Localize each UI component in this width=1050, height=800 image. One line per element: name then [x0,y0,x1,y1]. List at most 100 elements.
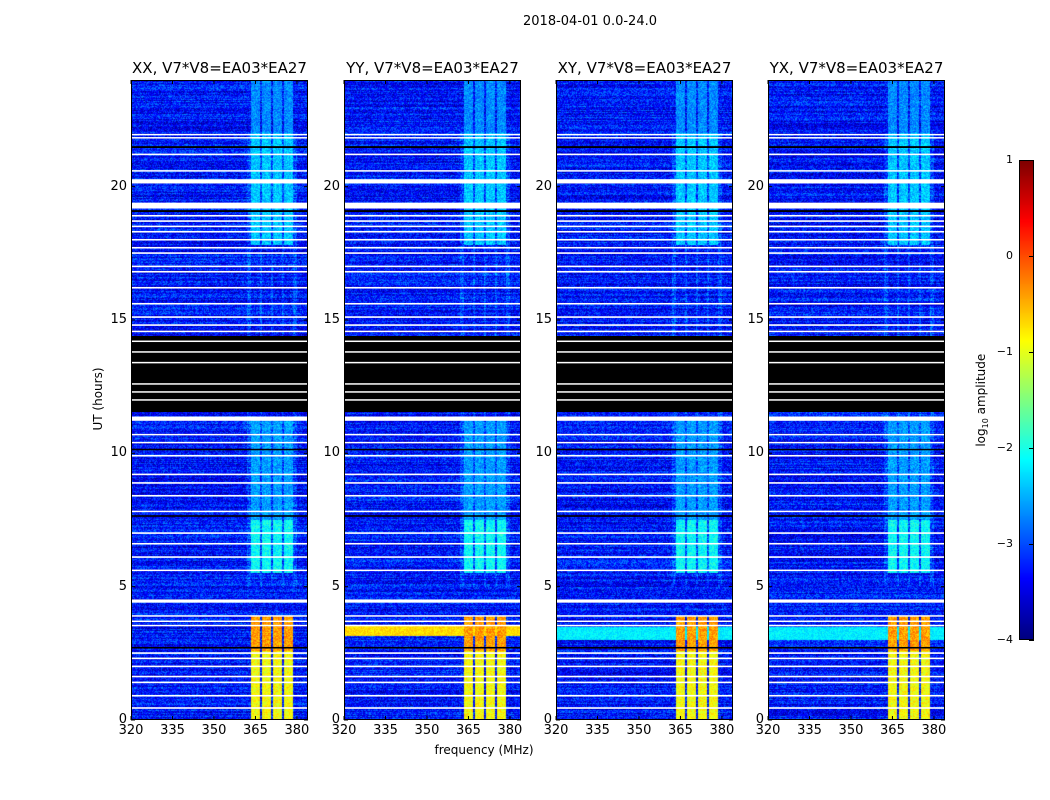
flagged-row [131,265,308,268]
x-tick-label: 350 [414,723,440,738]
blanked-band [556,448,733,451]
flagged-row [344,383,521,385]
flagged-row [131,220,308,222]
flagged-row [344,170,521,172]
x-tick-label: 320 [543,723,569,738]
y-tick-label: 20 [323,178,340,194]
flagged-row [768,657,945,660]
panel-title: YX, V7*V8=EA03*EA27 [769,59,944,77]
flagged-row [556,532,733,534]
flagged-row [131,657,308,660]
colorbar-tick-label: −2 [996,441,1013,454]
flagged-row [556,652,733,654]
flagged-row [768,286,945,289]
flagged-row [131,270,308,273]
flagged-row [768,316,945,318]
panel-title: XX, V7*V8=EA03*EA27 [132,59,307,77]
flagged-row [556,133,733,136]
x-tick-label: 350 [838,723,864,738]
y-tick-label: 10 [747,445,764,461]
colorbar-tick-mark [1029,544,1034,545]
flagged-row [344,620,521,623]
flagged-row [344,441,521,444]
flagged-row [556,510,733,513]
spectrogram-panel [343,80,521,721]
flagged-row [131,153,308,156]
flagged-row [344,391,521,393]
flagged-row [556,433,733,436]
blanked-band [131,515,308,517]
panel-title: YY, V7*V8=EA03*EA27 [346,59,519,77]
flagged-row [768,494,945,497]
flagged-row [344,707,521,709]
flagged-row [768,675,945,678]
flagged-row [768,542,945,545]
x-tick-label: 365 [880,723,905,738]
flagged-row [768,624,945,627]
blanked-band [344,210,521,212]
blanked-band [344,515,521,517]
flagged-row [344,624,521,627]
flagged-row [768,361,945,364]
y-tick-label: 5 [331,578,340,594]
colorbar-tick-mark [1029,352,1034,353]
flagged-row [344,454,521,457]
flagged-row [131,286,308,289]
flagged-row [344,657,521,660]
x-tick-label: 320 [755,723,781,738]
y-tick-label: 10 [535,445,552,461]
flagged-row [344,137,521,139]
flagged-row [556,246,733,249]
flagged-row [556,286,733,289]
flagged-row [344,351,521,353]
flagged-row [556,220,733,222]
flagged-row [768,694,945,697]
flagged-row [344,433,521,436]
flagged-row [131,542,308,545]
y-tick-label: 20 [535,178,552,194]
x-tick-label: 335 [585,723,610,738]
flagged-row [768,620,945,623]
flagged-row [344,330,521,333]
flagged-row [131,230,308,233]
x-tick-label: 350 [201,723,227,738]
flagged-row [131,652,308,654]
blanked-band [768,146,945,148]
flagged-row [556,214,733,217]
flagged-row [768,433,945,436]
flagged-row [131,510,308,513]
flagged-row [131,383,308,385]
flagged-row [768,454,945,457]
flagged-row [768,252,945,254]
x-tick-label: 335 [373,723,398,738]
y-tick-label: 5 [543,578,552,594]
colorbar [1019,160,1034,640]
blanked-band [131,646,308,649]
flagged-row [344,270,521,273]
flagged-row [131,330,308,333]
flagged-row [344,286,521,289]
flagged-row [556,252,733,254]
flagged-row [556,265,733,268]
flagged-row [556,473,733,476]
flagged-row [131,665,308,668]
y-tick-label: 10 [110,445,127,461]
blanked-band [131,448,308,451]
flagged-row [131,302,308,305]
blanked-band [556,515,733,517]
flagged-row [768,599,945,603]
flagged-row [131,620,308,623]
flagged-row [131,133,308,136]
flagged-row [768,265,945,268]
flagged-row [556,179,733,184]
flagged-row [131,494,308,497]
flagged-row [344,230,521,233]
flagged-row [556,302,733,305]
panel-frame [344,80,521,720]
flagged-row [768,665,945,668]
x-tick-label: 380 [709,723,735,738]
x-tick-label: 365 [668,723,693,738]
flagged-row [344,202,521,209]
flagged-row [344,599,521,603]
flagged-row [131,694,308,697]
